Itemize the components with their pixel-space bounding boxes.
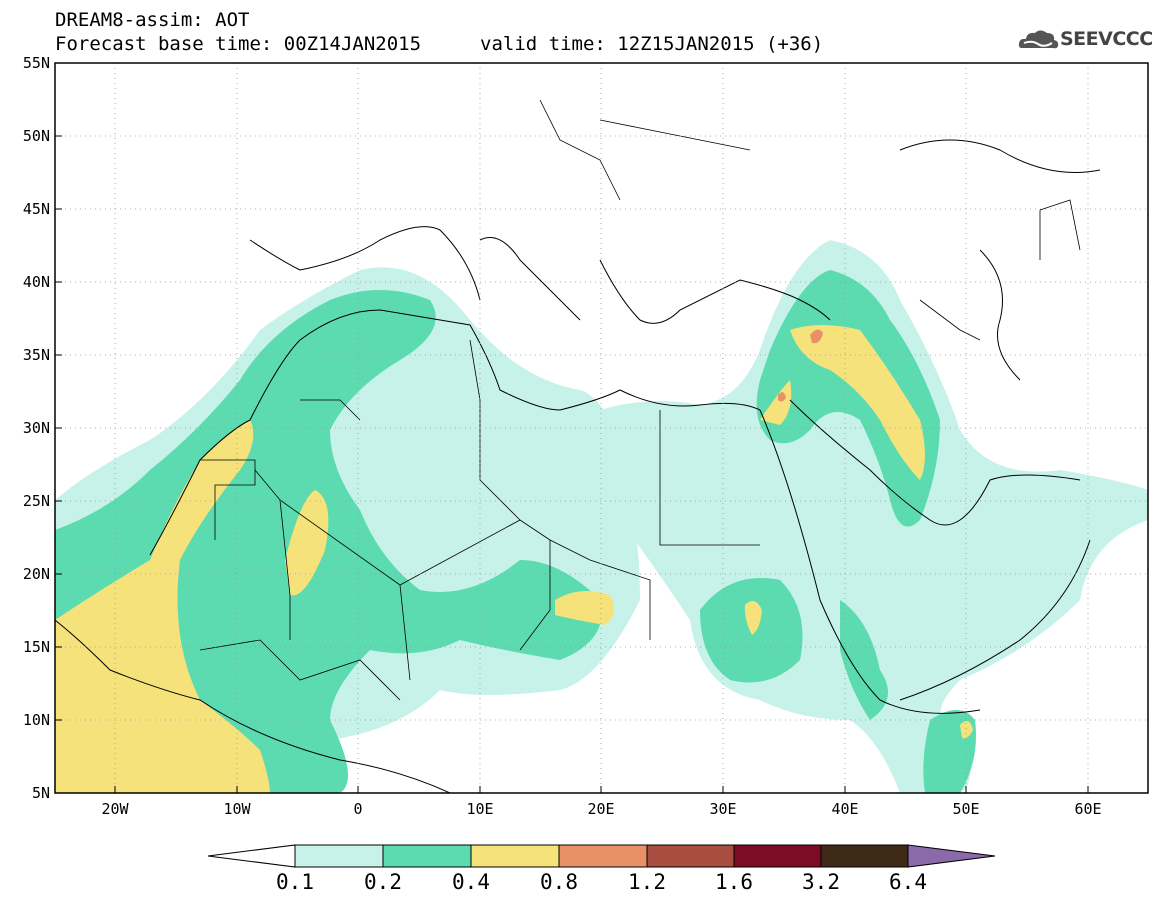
colorbar-swatch-2 [382,844,472,868]
colorbar-label: 0.8 [540,870,578,894]
colorbar-swatch-4 [558,844,648,868]
lon-label: 10E [466,800,494,818]
lat-label: 15N [22,638,50,656]
lon-label: 20E [587,800,615,818]
forecast-base-time: Forecast base time: 00Z14JAN2015 [55,33,422,55]
lat-label: 50N [22,127,50,145]
lat-label: 5N [31,784,50,802]
colorbar-over-arrow [907,844,996,868]
lat-label: 20N [22,565,50,583]
lat-label: 40N [22,273,50,291]
colorbar-swatch-3 [470,844,560,868]
colorbar-swatch-1 [294,844,384,868]
lat-label: 25N [22,492,50,510]
colorbar-label: 6.4 [889,870,927,894]
cloud-logo-icon [1018,30,1059,49]
logo-text: SEEVCCC [1060,28,1153,50]
colorbar-label: 1.2 [628,870,666,894]
lat-label: 55N [22,54,50,72]
lon-label: 40E [831,800,859,818]
colorbar-swatch-5 [646,844,735,868]
colorbar-swatch-6 [733,844,822,868]
valid-time: valid time: 12Z15JAN2015 (+36) [480,33,824,55]
lat-label: 35N [22,346,50,364]
map-title: DREAM8-assim: AOT [55,9,250,31]
colorbar-label: 3.2 [802,870,840,894]
colorbar-label: 0.4 [452,870,490,894]
lon-label: 60E [1074,800,1102,818]
country-borders [199,99,1081,701]
lon-label: 10W [223,800,251,818]
colorbar-label: 0.1 [276,870,314,894]
lon-label: 0 [353,800,363,818]
aot-contours [55,240,1148,793]
lat-label: 30N [22,419,50,437]
aot-band-0.4 [55,325,973,793]
axis-ticks [55,62,1089,793]
colorbar-swatch-7 [820,844,909,868]
graticule [55,63,1148,793]
lon-label: 30E [709,800,737,818]
colorbar-label: 1.6 [715,870,753,894]
coastlines [55,139,1101,793]
lon-label: 20W [101,800,129,818]
colorbar [207,844,996,868]
colorbar-label: 0.2 [364,870,402,894]
aot-band-0.8 [778,329,823,402]
colorbar-under-arrow [207,844,296,868]
lat-label: 10N [22,711,50,729]
lon-label: 50E [952,800,980,818]
lat-label: 45N [22,200,50,218]
